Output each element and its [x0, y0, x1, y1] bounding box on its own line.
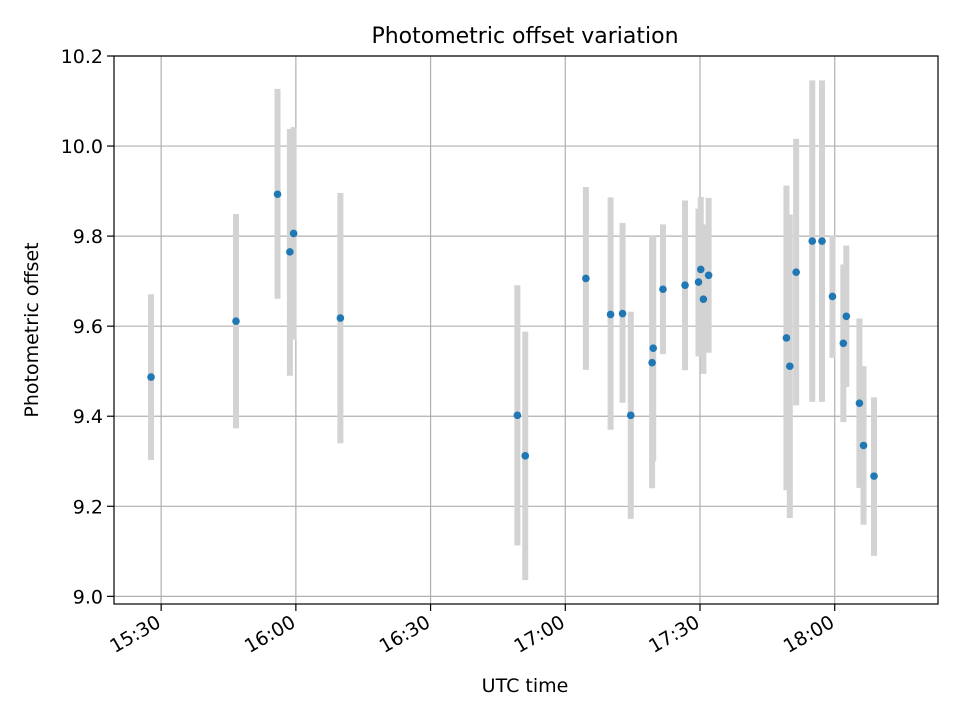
data-point: [659, 285, 667, 294]
data-point: [859, 441, 868, 450]
y-tick-label: 9.4: [73, 406, 103, 428]
y-tick-label: 9.6: [73, 316, 103, 338]
plot-frame: [113, 55, 939, 605]
data-point: [839, 339, 848, 348]
data-point: [513, 411, 522, 420]
data-point: [694, 278, 703, 286]
data-point: [855, 399, 864, 407]
data-point: [842, 312, 851, 321]
y-axis-label: Photometric offset: [21, 242, 43, 417]
data-point: [696, 265, 705, 274]
data-point: [786, 362, 794, 371]
data-points: [147, 190, 878, 480]
y-tick-label: 9.2: [73, 496, 103, 518]
data-point: [582, 274, 590, 283]
y-tick-label: 10.0: [61, 136, 103, 158]
data-point: [289, 229, 298, 238]
data-point: [273, 190, 282, 199]
data-point: [147, 373, 155, 381]
y-tick-label: 9.0: [73, 586, 103, 608]
data-point: [336, 314, 345, 322]
data-point: [818, 237, 826, 245]
data-point: [828, 292, 837, 301]
data-point: [699, 295, 708, 303]
chart-title: Photometric offset variation: [371, 24, 678, 49]
data-point: [808, 237, 817, 245]
y-tick-label: 9.8: [73, 226, 103, 248]
data-point: [649, 344, 658, 353]
data-point: [704, 271, 713, 280]
data-point: [521, 452, 530, 460]
data-point: [606, 310, 615, 319]
data-point: [870, 472, 878, 480]
y-tick-label: 10.2: [61, 46, 103, 68]
data-point: [618, 309, 627, 318]
y-axis: 9.0 9.2 9.4 9.6 9.8 10.0 10.2: [61, 46, 114, 608]
data-point: [286, 248, 294, 256]
x-axis-label: UTC time: [482, 675, 569, 697]
data-point: [782, 334, 791, 342]
data-point: [792, 268, 800, 276]
data-point: [681, 281, 689, 289]
data-point: [626, 411, 635, 420]
data-point: [232, 317, 240, 326]
data-point: [648, 358, 656, 367]
